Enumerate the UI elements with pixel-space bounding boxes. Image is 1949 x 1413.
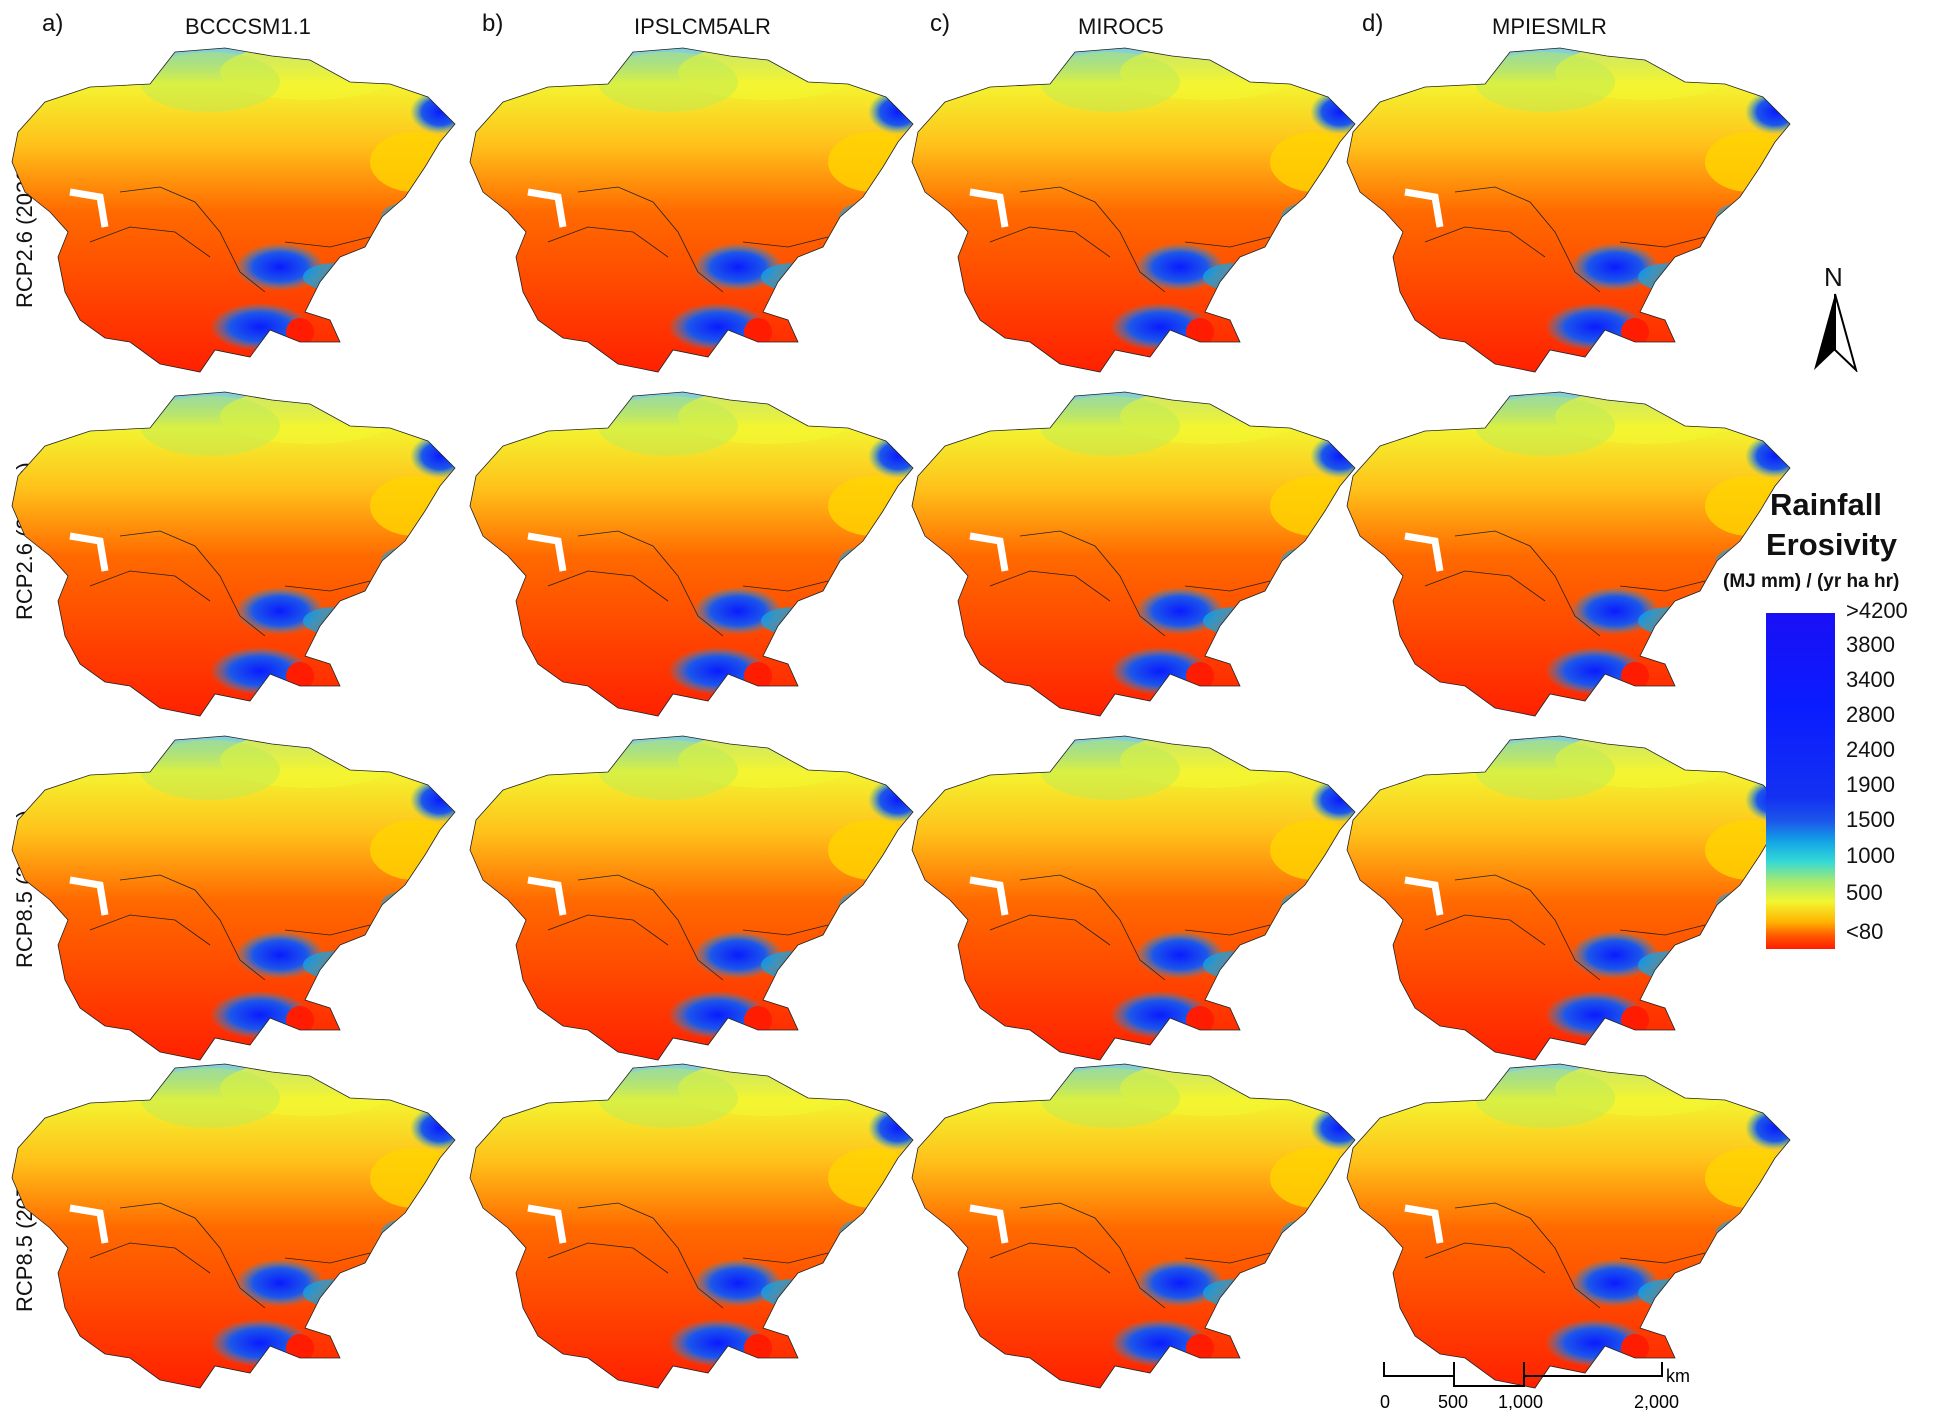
legend-tick-label: 1900	[1846, 772, 1895, 797]
column-letter-d: d)	[1362, 10, 1384, 37]
legend-tick-label: 2800	[1846, 702, 1895, 727]
map-panel-r3-c1	[10, 730, 460, 1070]
north-label: N	[1824, 262, 1843, 292]
map-panel-r1-c4	[1345, 42, 1795, 382]
legend-tick-label: >4200	[1846, 598, 1908, 623]
legend-color-bar	[1766, 613, 1835, 949]
map-panel-r1-c1	[10, 42, 460, 382]
scale-label-1000: 1,000	[1498, 1392, 1543, 1410]
column-letter-a: a)	[42, 10, 64, 37]
scale-unit: km	[1666, 1366, 1690, 1386]
scale-label-0: 0	[1380, 1392, 1390, 1410]
map-panel-r1-c3	[910, 42, 1360, 382]
column-header-a: BCCCSM1.1	[185, 14, 311, 39]
legend-unit: (MJ mm) / (yr ha hr)	[1723, 571, 1900, 592]
legend-title-line1: Rainfall	[1770, 487, 1882, 522]
map-panel-r2-c3	[910, 386, 1360, 726]
map-panel-r2-c4	[1345, 386, 1795, 726]
column-letter-b: b)	[482, 10, 504, 37]
map-panel-r1-c2	[468, 42, 918, 382]
column-letter-c: c)	[930, 10, 950, 37]
column-header-c: MIROC5	[1078, 14, 1164, 39]
north-arrow-icon	[1814, 293, 1858, 372]
legend-tick-label: <80	[1846, 919, 1884, 944]
legend-tick-label: 1000	[1846, 843, 1895, 868]
north-arrow: N	[1810, 262, 1860, 372]
map-panel-r4-c2	[468, 1058, 918, 1398]
map-panel-r3-c2	[468, 730, 918, 1070]
map-panel-r4-c1	[10, 1058, 460, 1398]
legend-tick-label: 500	[1846, 880, 1883, 905]
scale-label-2000: 2,000	[1634, 1392, 1679, 1410]
legend-tick-label: 3400	[1846, 667, 1895, 692]
legend-tick-label: 2400	[1846, 737, 1895, 762]
map-panel-r2-c1	[10, 386, 460, 726]
map-panel-r3-c4	[1345, 730, 1795, 1070]
map-panel-r4-c4	[1345, 1058, 1795, 1398]
map-panel-r4-c3	[910, 1058, 1360, 1398]
column-header-d: MPIESMLR	[1492, 14, 1607, 39]
legend-tick-label: 3800	[1846, 632, 1895, 657]
legend-title-line2: Erosivity	[1766, 527, 1897, 562]
legend-tick-label: 1500	[1846, 807, 1895, 832]
scale-label-500: 500	[1438, 1392, 1468, 1410]
map-panel-r2-c2	[468, 386, 918, 726]
scale-bar: 0 500 1,000 2,000 km	[1380, 1362, 1690, 1410]
column-header-b: IPSLCM5ALR	[634, 14, 771, 39]
map-panel-r3-c3	[910, 730, 1360, 1070]
